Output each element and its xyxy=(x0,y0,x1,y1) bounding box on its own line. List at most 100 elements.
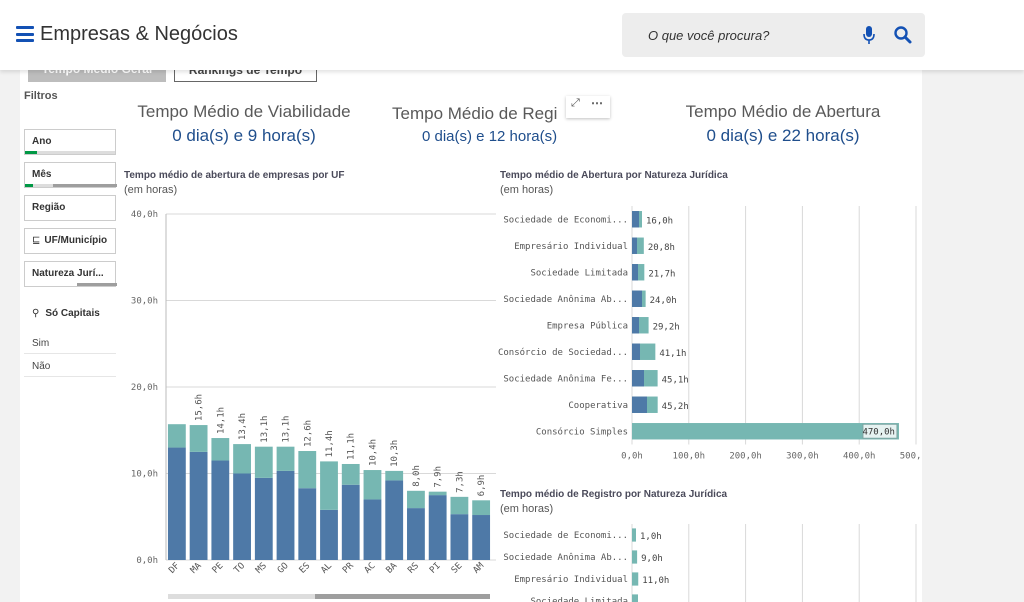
data-label: 24,0h xyxy=(650,296,677,306)
bar-segment xyxy=(167,447,186,560)
y-category-label: Empresário Individual xyxy=(514,575,628,585)
bar xyxy=(632,594,638,602)
chart-natureza-registro: Sociedade de Economi... 1,0h Sociedade Anô… xyxy=(503,524,917,602)
bar-segment xyxy=(341,484,360,560)
chart-uf: 0,0h 10,0h 20,0h 30,0h 40,0h DF 15,6h MA 14,1h PE… xyxy=(131,210,496,576)
chart-natureza-abertura: 0,0h 100,0h 200,0h 300,0h 400,0h 500,0h Socied… xyxy=(498,206,920,462)
more-options-icon[interactable]: ⋯ xyxy=(591,96,603,110)
filter-regiao[interactable]: Região xyxy=(24,195,116,221)
kpi-title: Tempo Médio de Abertura xyxy=(685,102,881,121)
bar xyxy=(632,528,636,542)
x-tick-label: SE xyxy=(450,561,465,576)
y-category-label: Sociedade de Economi... xyxy=(503,215,628,225)
y-category-label: Empresa Pública xyxy=(547,321,628,331)
y-tick-label: 40,0h xyxy=(131,210,158,220)
filter-natureza-juridica[interactable]: Natureza Jurí... xyxy=(24,261,117,287)
filter-uf-municipio-label: UF/Município xyxy=(44,235,108,246)
bar-segment xyxy=(298,451,317,489)
scrollbar-thumb[interactable] xyxy=(315,594,490,599)
bar-segment xyxy=(298,488,317,560)
x-tick-label: AM xyxy=(472,561,487,576)
x-tick-label: RS xyxy=(406,561,421,576)
bar-segment xyxy=(450,496,469,515)
bar-segment xyxy=(276,470,295,560)
y-category-label: Sociedade Anônima Ab... xyxy=(503,552,628,563)
bar-segment xyxy=(632,211,639,228)
y-category-label: Cooperativa xyxy=(568,401,628,411)
data-label: 8,0h xyxy=(412,465,422,487)
x-tick-label: PR xyxy=(341,561,356,576)
data-label: 1,0h xyxy=(640,532,662,542)
data-label: 15,6h xyxy=(195,394,205,421)
horizontal-scrollbar[interactable] xyxy=(168,594,490,599)
data-label: 7,9h xyxy=(434,466,444,488)
data-label: 10,3h xyxy=(390,440,400,467)
bar-segment xyxy=(320,509,338,560)
y-tick-label: 0,0h xyxy=(136,556,158,566)
x-tick-label: 400,0h xyxy=(843,452,876,462)
x-tick-label: MS xyxy=(254,561,269,576)
bar xyxy=(632,237,644,254)
search-icon[interactable] xyxy=(893,25,913,45)
y-category-label: Sociedade Anônima Fe... xyxy=(503,373,628,384)
x-tick-label: 300,0h xyxy=(786,452,819,462)
microphone-icon[interactable] xyxy=(862,25,876,45)
y-category-label: Sociedade Limitada xyxy=(530,268,628,278)
kpi-value: 0 dia(s) e 22 hora(s) xyxy=(706,126,860,145)
bar-segment xyxy=(632,396,647,413)
x-tick-label: 500,0h xyxy=(900,452,920,462)
bar-segment xyxy=(632,370,644,387)
hierarchy-icon: ⊑ xyxy=(32,235,41,246)
data-label: 470,0h xyxy=(862,427,895,437)
chart-natureza-abertura-title: Tempo médio de Abertura por Natureza Jur… xyxy=(500,170,728,181)
data-label: 9,0h xyxy=(641,554,663,564)
bar-segment xyxy=(211,438,230,461)
list-item-nao[interactable]: Não xyxy=(24,355,116,377)
bar-segment xyxy=(632,317,639,334)
expand-icon[interactable]: ⤢ xyxy=(571,97,580,109)
chart-natureza-abertura-subtitle: (em horas) xyxy=(500,184,554,196)
data-label: 16,0h xyxy=(646,216,673,226)
search-input[interactable]: O que você procura? xyxy=(622,13,925,57)
y-tick-label: 20,0h xyxy=(131,383,158,393)
bar-segment xyxy=(632,290,642,307)
bar xyxy=(632,550,638,564)
filter-mes[interactable]: Mês xyxy=(24,162,117,188)
object-toolbar[interactable]: ⤢ ⋯ xyxy=(566,96,610,118)
filter-ano[interactable]: Ano xyxy=(24,129,116,155)
y-category-label: Consórcio Simples xyxy=(536,426,628,437)
data-label: 11,0h xyxy=(642,576,669,586)
x-tick-label: PE xyxy=(211,561,226,576)
data-label: 29,2h xyxy=(653,322,680,332)
bar-segment xyxy=(363,470,382,500)
y-category-label: Empresário Individual xyxy=(514,242,628,252)
filter-mes-label: Mês xyxy=(32,169,52,180)
data-label: 45,1h xyxy=(662,375,689,385)
bar-segment xyxy=(211,460,230,560)
list-item-sim[interactable]: Sim xyxy=(24,332,116,354)
kpi-abertura: Tempo Médio de Abertura 0 dia(s) e 22 ho… xyxy=(652,102,914,146)
y-category-label: Consórcio de Sociedad... xyxy=(498,347,628,358)
x-tick-label: AL xyxy=(319,561,334,576)
bar-segment xyxy=(167,424,186,448)
kpi-value: 0 dia(s) e 9 hora(s) xyxy=(172,126,316,145)
chart-uf-title: Tempo médio de abertura de empresas por … xyxy=(124,170,345,181)
data-label: 6,9h xyxy=(477,475,487,497)
data-label: 41,1h xyxy=(659,349,686,359)
filter-uf-municipio[interactable]: ⊑ UF/Município xyxy=(24,228,116,254)
chart-uf-subtitle: (em horas) xyxy=(124,184,178,196)
bar-segment xyxy=(341,463,360,485)
kpi-viabilidade: Tempo Médio de Viabilidade 0 dia(s) e 9 … xyxy=(124,102,364,146)
bar-segment xyxy=(233,473,251,560)
bar-segment xyxy=(254,446,273,478)
data-label: 7,3h xyxy=(455,471,465,493)
kpi-registro: Tempo Médio de Regi 0 dia(s) e 12 hora(s… xyxy=(392,104,568,145)
bar-segment xyxy=(632,237,637,254)
y-tick-label: 10,0h xyxy=(131,470,158,480)
bar-segment xyxy=(189,425,208,452)
hamburger-menu-icon[interactable] xyxy=(16,26,34,42)
data-label-box xyxy=(862,423,898,439)
bar-segment xyxy=(428,495,447,560)
bar-segment xyxy=(276,446,295,471)
app-title: Empresas & Negócios xyxy=(40,23,238,45)
